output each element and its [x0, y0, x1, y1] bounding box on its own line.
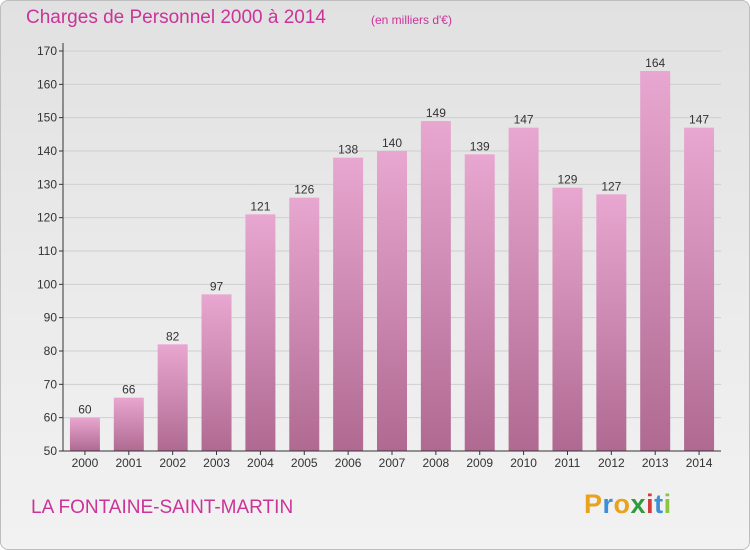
bar	[552, 187, 583, 451]
logo-letter: P	[584, 489, 603, 519]
data-label: 60	[78, 403, 92, 417]
x-tick-label: 2005	[291, 456, 318, 470]
x-tick-label: 2014	[686, 456, 713, 470]
logo-letter: r	[602, 489, 614, 519]
logo-letter: i	[663, 489, 672, 519]
proxiti-logo: Proxiti	[584, 489, 672, 520]
logo-letter: x	[630, 489, 647, 519]
bar	[464, 154, 495, 452]
data-label: 147	[689, 113, 709, 127]
x-tick-label: 2001	[115, 456, 142, 470]
bar	[596, 194, 627, 452]
data-label: 66	[122, 383, 136, 397]
x-tick-label: 2004	[247, 456, 274, 470]
data-label: 139	[470, 139, 490, 153]
logo-letter: i	[646, 489, 655, 519]
data-label: 138	[338, 143, 358, 157]
y-tick-label: 60	[44, 411, 58, 425]
x-tick-label: 2011	[555, 456, 581, 470]
bar	[157, 344, 188, 451]
y-tick-label: 160	[37, 77, 57, 91]
data-label: 121	[250, 199, 270, 213]
y-tick-label: 100	[37, 277, 57, 291]
data-label: 140	[382, 136, 402, 150]
y-tick-label: 80	[44, 344, 58, 358]
bar	[377, 151, 407, 451]
bar	[113, 397, 144, 451]
x-tick-label: 2010	[510, 456, 537, 470]
x-tick-label: 2003	[203, 456, 230, 470]
commune-name: LA FONTAINE-SAINT-MARTIN	[31, 497, 294, 518]
logo-letter: o	[613, 489, 631, 519]
x-tick-label: 2009	[466, 456, 493, 470]
unit-note: (en milliers d'€)	[371, 13, 452, 27]
data-label: 127	[601, 179, 621, 193]
y-tick-label: 170	[37, 44, 57, 58]
x-tick-label: 2008	[423, 456, 450, 470]
data-label: 129	[557, 173, 577, 187]
bar	[245, 214, 276, 451]
y-tick-label: 150	[37, 111, 57, 125]
bar	[333, 157, 364, 451]
y-tick-label: 110	[38, 244, 57, 258]
x-tick-label: 2000	[72, 456, 99, 470]
chart-title: Charges de Personnel 2000 à 2014	[26, 7, 327, 28]
x-tick-label: 2012	[598, 456, 625, 470]
x-tick-label: 2013	[642, 456, 669, 470]
y-tick-label: 50	[44, 444, 58, 458]
data-label: 147	[514, 113, 534, 127]
data-label: 126	[294, 183, 314, 197]
y-tick-label: 70	[44, 377, 58, 391]
data-label: 164	[645, 56, 665, 70]
bar	[684, 127, 715, 452]
y-tick-label: 90	[44, 311, 58, 325]
x-tick-label: 2002	[159, 456, 186, 470]
bar	[201, 294, 232, 451]
logo-letter: t	[654, 489, 664, 519]
bar	[69, 417, 100, 451]
data-label: 149	[426, 106, 446, 120]
y-tick-label: 130	[37, 177, 57, 191]
data-label: 97	[210, 279, 224, 293]
y-tick-label: 120	[37, 211, 57, 225]
bar	[508, 127, 539, 452]
data-label: 82	[166, 329, 180, 343]
y-tick-label: 140	[37, 144, 57, 158]
x-tick-label: 2007	[379, 456, 406, 470]
bar	[289, 197, 320, 451]
bar	[640, 71, 671, 451]
bar	[420, 121, 451, 451]
x-tick-label: 2006	[335, 456, 362, 470]
